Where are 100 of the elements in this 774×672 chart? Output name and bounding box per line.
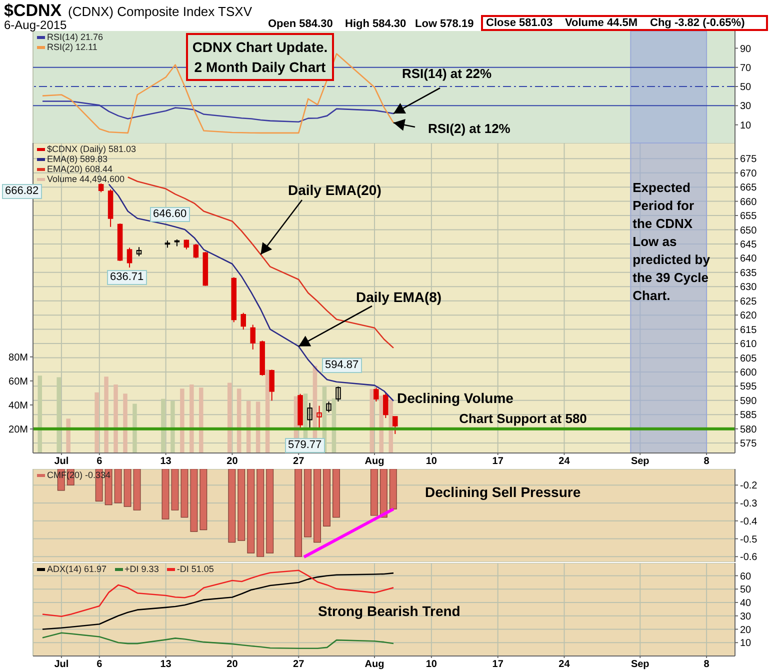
chart-subtitle: (CDNX) Composite Index TSXV — [68, 4, 252, 19]
y-tick-label: 585 — [740, 410, 758, 422]
y-tick-label: 30 — [740, 101, 752, 112]
text: Chg -3.82 (-0.65%) — [650, 17, 745, 29]
y-tick-label: 590 — [740, 396, 758, 407]
y-tick-label: 610 — [740, 339, 758, 350]
legend-label: -DI 51.05 — [176, 564, 214, 574]
x-tick-label: 27 — [293, 659, 305, 670]
annotation: 646.60 — [150, 207, 190, 222]
legend-label: +DI 9.33 — [124, 564, 159, 574]
x-tick-label: 6 — [96, 456, 103, 468]
legend-label: RSI(2) 12.11 — [47, 42, 98, 52]
y-tick-label: -0.6 — [740, 552, 758, 564]
text: Open 584.30 — [268, 18, 333, 30]
candlestick — [374, 387, 379, 402]
ref-line-label: Chart Support at 580 — [459, 410, 587, 426]
bar — [190, 384, 194, 453]
bar — [56, 377, 61, 453]
y-tick-label: 20 — [740, 624, 752, 636]
annotation: Declining Sell Pressure — [425, 484, 581, 500]
y-tick-label: 635 — [740, 268, 758, 279]
annotation: Strong Bearish Trend — [318, 603, 460, 619]
legend-label: EMA(8) 589.83 — [47, 154, 108, 164]
x-tick-label: Jul — [54, 659, 69, 670]
x-tick-label: 10 — [426, 659, 438, 670]
y-tick-label: 595 — [740, 382, 758, 393]
x-tick-label: 20 — [226, 456, 238, 468]
x-tick-label: 10 — [426, 456, 438, 468]
candlestick — [250, 324, 256, 350]
x-tick-label: 24 — [558, 659, 570, 670]
y2-tick-label: 20M — [8, 424, 28, 436]
bar — [199, 388, 204, 453]
legend-label: Volume 44,494,600 — [47, 174, 125, 184]
bar — [123, 394, 128, 453]
annotation: RSI(2) at 12% — [428, 121, 510, 136]
annotation: Daily EMA(8) — [356, 289, 442, 305]
candlestick — [307, 402, 312, 430]
y-tick-label: 90 — [740, 44, 752, 55]
y-tick-label: 675 — [740, 154, 758, 166]
y-tick-label: 60 — [740, 571, 752, 582]
y-tick-label: 70 — [740, 62, 752, 74]
line-series — [42, 632, 394, 650]
bar — [161, 398, 166, 453]
y-tick-label: 40 — [740, 598, 752, 610]
y-tick-label: 655 — [740, 211, 758, 222]
bar — [388, 400, 394, 453]
annotation: RSI(14) at 22% — [402, 66, 492, 81]
bar — [180, 388, 184, 453]
y-tick-label: 10 — [740, 120, 752, 132]
legend-label: RSI(14) 21.76 — [47, 32, 104, 42]
text: Volume 44.5M — [565, 17, 638, 29]
y-tick-label: 660 — [740, 196, 758, 208]
x-tick-label: Sep — [630, 456, 650, 468]
bar — [114, 384, 118, 453]
y-tick-label: 600 — [740, 367, 758, 378]
y2-tick-label: 60M — [8, 376, 28, 388]
line-series — [42, 53, 394, 134]
annotation: Declining Volume — [397, 390, 514, 406]
candlestick — [383, 392, 388, 419]
annotation: Daily EMA(20) — [288, 182, 382, 198]
x-tick-label: Sep — [630, 659, 650, 670]
y-tick-label: -0.2 — [740, 480, 758, 492]
annotation: CDNX Chart Update. 2 Month Daily Chart — [186, 33, 334, 81]
y-tick-label: 575 — [740, 438, 758, 450]
candlestick — [336, 386, 341, 402]
y-tick-label: 30 — [740, 611, 752, 622]
x-tick-label: 20 — [226, 659, 238, 670]
text: High 584.30 — [345, 18, 406, 30]
y-tick-label: 580 — [740, 424, 758, 436]
y-tick-label: 645 — [740, 240, 758, 251]
x-tick-label: 13 — [160, 456, 172, 468]
x-tick-label: Aug — [364, 456, 384, 468]
candlestick — [126, 247, 132, 268]
legend-label: EMA(20) 608.44 — [47, 164, 113, 174]
annotation: 666.82 — [2, 184, 42, 199]
candlestick — [193, 243, 199, 259]
x-tick-label: 24 — [558, 456, 570, 468]
y-tick-label: 650 — [740, 225, 758, 236]
text: Low 578.19 — [415, 18, 474, 30]
bar — [38, 376, 42, 453]
x-tick-label: 17 — [492, 456, 504, 468]
y-tick-label: 50 — [740, 584, 752, 596]
line-series — [108, 184, 394, 402]
x-tick-label: 17 — [492, 659, 504, 670]
annotation: 594.87 — [322, 358, 362, 373]
candlestick — [136, 246, 142, 257]
x-tick-label: 6 — [96, 659, 103, 670]
bar — [94, 392, 99, 453]
y-tick-label: -0.3 — [740, 498, 758, 510]
band-label: Expected Period for the CDNX Low as predicted by the 39 Cycle Chart. — [632, 179, 711, 305]
text: Close 581.03 — [486, 17, 553, 29]
y2-tick-label: 80M — [8, 352, 28, 364]
y-tick-label: 665 — [740, 182, 758, 194]
y-tick-label: 670 — [740, 168, 758, 180]
y-tick-label: 630 — [740, 282, 758, 294]
y-tick-label: 605 — [740, 353, 758, 364]
y-tick-label: 10 — [740, 638, 752, 650]
bar — [170, 400, 175, 453]
y-tick-label: 625 — [740, 296, 758, 308]
bar — [104, 376, 108, 453]
